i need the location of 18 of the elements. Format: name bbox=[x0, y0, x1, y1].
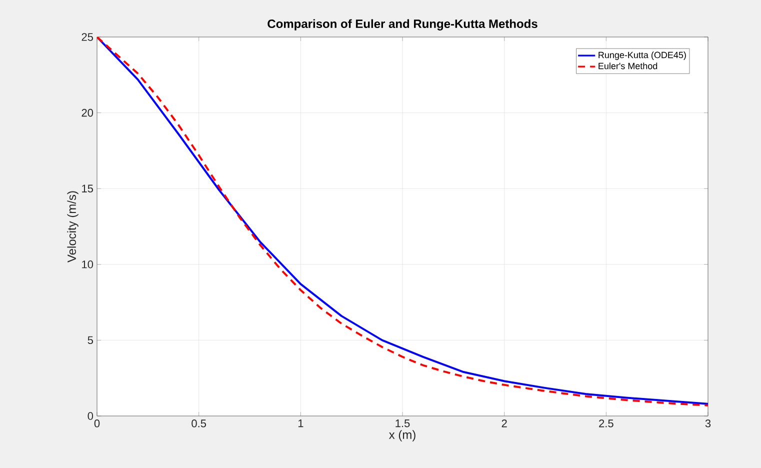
x-tick-label: 2 bbox=[502, 420, 507, 428]
x-tick-label: 0.5 bbox=[192, 420, 206, 428]
x-axis-title: x (m) bbox=[388, 430, 416, 442]
y-axis-title: Velocity (m/s) bbox=[67, 191, 78, 262]
x-tick-label: 2.5 bbox=[599, 420, 614, 428]
y-tick-label: 10 bbox=[82, 260, 94, 268]
y-tick-label: 5 bbox=[88, 336, 94, 344]
x-tick-label: 0 bbox=[94, 420, 100, 428]
x-tick-label: 1.5 bbox=[396, 420, 410, 428]
y-tick-label: 15 bbox=[82, 184, 93, 192]
y-tick-label: 20 bbox=[82, 108, 94, 117]
x-tick-label: 1 bbox=[298, 420, 304, 428]
chart-title: Comparison of Euler and Runge-Kutta Methods bbox=[268, 19, 538, 30]
y-tick-label: 0 bbox=[88, 412, 94, 420]
y-tick-label: 25 bbox=[82, 33, 93, 41]
legend-label: Euler's Method bbox=[598, 62, 658, 70]
x-tick-label: 3 bbox=[705, 420, 711, 428]
legend-label: Runge-Kutta (ODE45) bbox=[598, 52, 686, 60]
